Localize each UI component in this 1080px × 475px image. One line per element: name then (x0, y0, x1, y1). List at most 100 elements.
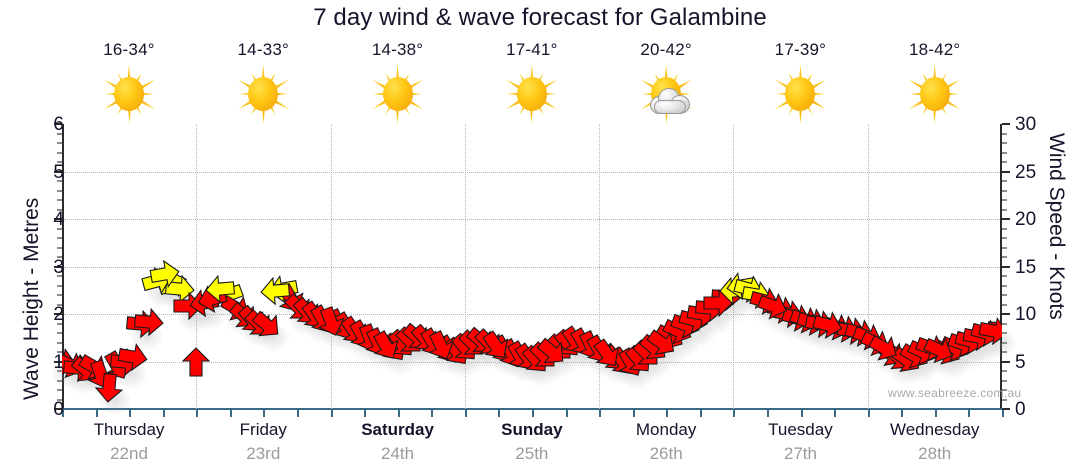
axis-tick-minor (1002, 284, 1007, 287)
sun-icon (368, 64, 428, 122)
bottom-axis-tick (1002, 410, 1004, 417)
wind-direction-arrow (476, 325, 518, 367)
bottom-axis-tick (632, 410, 635, 417)
day-footer-friday: Friday 23rd (196, 420, 330, 464)
axis-tick-minor (57, 341, 62, 344)
wind-direction-arrow (365, 326, 406, 367)
wind-direction-arrow (703, 288, 733, 318)
axis-tick-minor (1002, 389, 1007, 391)
axis-tick-minor (57, 332, 62, 334)
axis-tick-major (1002, 360, 1010, 363)
bottom-axis-tick (431, 410, 434, 417)
day-temperature-range: 14-33° (237, 40, 290, 59)
sun-disc (114, 77, 144, 111)
right-axis-title: Wind Speed - Knots (1045, 133, 1068, 320)
day-name-label: Friday (239, 420, 287, 439)
axis-tick-minor (57, 256, 62, 258)
bottom-axis-tick (297, 410, 299, 417)
axis-tick-minor (1002, 227, 1007, 230)
wind-direction-arrow (259, 275, 292, 308)
axis-tick-major (1002, 408, 1010, 410)
sun-disc (919, 77, 950, 111)
axis-tick-minor (1002, 142, 1007, 144)
day-name-label: Saturday (361, 420, 434, 439)
axis-tick-minor (57, 275, 62, 277)
bottom-axis-tick (364, 410, 367, 417)
bottom-axis-tick (498, 410, 501, 417)
gridline-horizontal (64, 219, 1000, 220)
day-separator-line (196, 124, 198, 409)
day-temperature-range: 18-42° (908, 40, 961, 59)
sun-disc (382, 77, 413, 111)
sun-icon (905, 64, 965, 122)
axis-tick-minor (57, 284, 62, 287)
bottom-axis-tick (95, 410, 98, 417)
axis-tick-minor (1002, 151, 1007, 154)
right-axis-tick-label: 30 (1015, 114, 1037, 135)
left-axis-tick-label: 5 (53, 161, 64, 183)
bottom-axis-tick (599, 410, 602, 417)
axis-tick-major (1002, 123, 1010, 125)
day-date-label: 26th (649, 444, 683, 463)
sun-icon (770, 64, 830, 122)
bottom-axis-tick (968, 410, 971, 417)
axis-tick-minor (57, 151, 62, 154)
day-date-label: 28th (918, 444, 952, 463)
wind-direction-arrow (116, 339, 151, 374)
axis-tick-major (54, 218, 62, 220)
sun-disc (248, 77, 279, 111)
left-axis-tick-label: 4 (53, 209, 64, 230)
axis-tick-major (54, 123, 62, 125)
bottom-axis-tick (229, 410, 232, 417)
day-date-label: 24th (381, 444, 415, 463)
axis-tick-major (54, 265, 62, 268)
day-date-label: 25th (515, 444, 549, 463)
wind-direction-arrow (919, 330, 959, 370)
day-temperature-range: 16-34° (103, 40, 155, 59)
sun-cloud-icon (636, 64, 696, 122)
axis-tick-minor (1002, 351, 1007, 353)
axis-tick-major (54, 313, 62, 315)
wind-direction-arrow (754, 287, 792, 325)
day-header-thursday: 16-34° (62, 40, 196, 122)
axis-tick-major (54, 360, 62, 363)
day-header-saturday: 14-38° (331, 40, 465, 122)
bottom-axis-tick (834, 410, 837, 417)
axis-tick-minor (57, 132, 62, 135)
wind-direction-arrow (531, 331, 573, 373)
day-footer-sunday: Sunday 25th (465, 420, 599, 464)
axis-tick-minor (57, 208, 62, 211)
axis-tick-major (54, 170, 62, 173)
axis-tick-major (1002, 170, 1010, 173)
bottom-axis-tick (565, 410, 568, 417)
site-watermark: www.seabreeze.com.au (888, 386, 1022, 400)
bottom-axis-tick (767, 410, 769, 417)
axis-tick-minor (57, 227, 62, 230)
day-separator-line (733, 124, 735, 409)
axis-tick-minor (57, 303, 62, 306)
axis-tick-minor (1002, 180, 1007, 182)
axis-tick-minor (57, 199, 62, 201)
left-axis-title: Wave Height - Metres (20, 197, 43, 400)
bottom-axis-tick (733, 410, 736, 417)
day-header-wednesday: 18-42° (868, 40, 1002, 122)
axis-tick-minor (1002, 189, 1007, 192)
day-separator-line (464, 124, 466, 409)
axis-tick-minor (57, 370, 62, 372)
axis-tick-minor (1002, 199, 1007, 201)
wind-direction-arrow (181, 346, 211, 377)
axis-tick-minor (57, 142, 62, 144)
axis-tick-minor (1002, 398, 1007, 401)
axis-tick-minor (1002, 237, 1007, 239)
bottom-axis-tick (532, 410, 534, 417)
sun-icon (233, 64, 293, 122)
day-date-label: 23rd (246, 444, 281, 463)
day-footer-saturday: Saturday 24th (331, 420, 465, 464)
day-name-label: Tuesday (768, 420, 833, 439)
bottom-axis-tick (129, 410, 132, 417)
bottom-axis-tick (397, 410, 400, 417)
day-temperature-range: 20-42° (640, 40, 692, 59)
wind-direction-arrow (204, 273, 237, 306)
axis-tick-minor (1002, 208, 1007, 211)
day-footer-monday: Monday 26th (599, 420, 733, 464)
